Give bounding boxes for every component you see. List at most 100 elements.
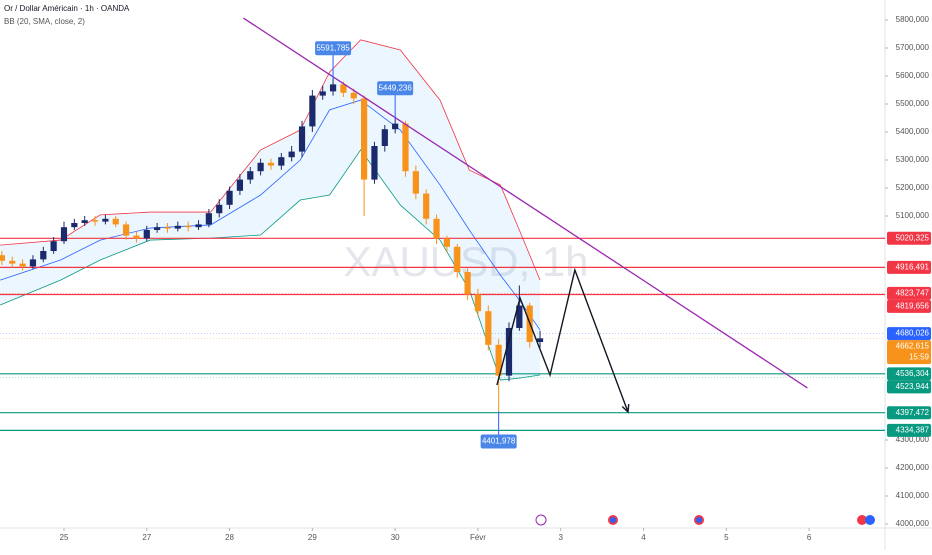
price-tag-label: 4819,656	[896, 301, 930, 310]
candle-body	[174, 225, 181, 229]
x-tick-label: 6	[807, 533, 812, 542]
candle-body	[443, 238, 451, 247]
candle-body	[433, 218, 440, 239]
candle-body	[361, 98, 368, 180]
candle-body	[247, 171, 254, 180]
countdown: 15:59	[909, 353, 930, 362]
x-tick-label: 3	[559, 533, 564, 542]
annotation-box	[377, 81, 414, 96]
annotation-label: 5449,236	[378, 83, 412, 92]
candle-body	[71, 223, 78, 228]
price-tag-label: 4823,747	[896, 288, 930, 297]
candle-body	[423, 193, 430, 219]
candle-body	[505, 328, 513, 376]
drawings: 5591,785 5449,236 4401,978	[243, 17, 808, 449]
candle-body	[257, 162, 264, 172]
x-tick-label: 29	[308, 533, 317, 542]
price-tag-label: 4397,472	[896, 408, 930, 417]
annotation-label: 5591,785	[316, 43, 350, 52]
candle-body	[122, 224, 130, 236]
price-tag	[887, 340, 931, 365]
candle-body	[350, 92, 357, 99]
candle-body	[536, 338, 544, 342]
candle-body	[102, 218, 109, 222]
y-tick-label: 5700,000	[896, 43, 930, 52]
projection-arrowhead	[621, 403, 630, 414]
candle-body	[216, 204, 223, 214]
candle-body	[454, 246, 461, 272]
candle-body	[154, 227, 161, 230]
candle-body	[474, 294, 482, 312]
price-tag	[887, 423, 931, 437]
band-basis	[0, 99, 541, 331]
candle-body	[402, 123, 409, 172]
price-tag-label: 4536,304	[896, 369, 930, 378]
price-tag	[887, 299, 931, 313]
y-tick-label: 4100,000	[896, 491, 930, 500]
x-tick-label: Févr	[470, 533, 486, 542]
y-tick-label: 5100,000	[896, 211, 930, 220]
candle-body	[164, 227, 171, 229]
candle-body	[412, 171, 419, 194]
candle-body	[288, 151, 295, 158]
x-tick-label: 4	[641, 533, 646, 542]
x-tick-label: 28	[225, 533, 234, 542]
candle-body	[371, 146, 378, 180]
x-tick-label: 25	[60, 533, 69, 542]
price-tags: 5020,325 4916,491 4823,747 4819,656 4680,026…	[887, 231, 931, 437]
price-tag-label: 5020,325	[896, 233, 930, 242]
axes: 5800,000 5700,000 5600,000 5500,000 5400,000…	[60, 15, 930, 542]
y-tick-label: 5300,000	[896, 155, 930, 164]
candle-body	[9, 260, 16, 264]
candle-body	[50, 241, 57, 251]
candle-body	[60, 227, 68, 242]
price-tag	[887, 286, 931, 300]
candle-body	[133, 235, 140, 239]
candle-body	[298, 126, 306, 152]
price-tag-label: 4916,491	[896, 262, 930, 271]
candle-body	[340, 84, 347, 93]
candle-body	[91, 220, 99, 222]
y-tick-label: 4200,000	[896, 463, 930, 472]
candle-body	[381, 129, 388, 146]
price-tag-label: 4680,026	[896, 329, 930, 338]
x-tick-label: 27	[142, 533, 151, 542]
event-icons	[535, 514, 875, 526]
candle-body	[195, 224, 202, 228]
candle-body	[516, 305, 523, 328]
price-tag	[887, 327, 931, 341]
y-tick-label: 4000,000	[896, 519, 930, 528]
candle-body	[143, 230, 150, 239]
projection-path	[496, 267, 629, 413]
price-tag	[887, 367, 931, 381]
y-tick-label: 5600,000	[896, 71, 930, 80]
candle-body	[226, 190, 233, 205]
candle-body	[464, 272, 471, 295]
x-tick-label: 30	[391, 533, 400, 542]
candle-body	[485, 311, 492, 345]
candle-body	[29, 259, 37, 267]
candle-body	[329, 84, 337, 92]
y-tick-label: 5500,000	[896, 99, 930, 108]
candle-body	[278, 157, 285, 166]
annotation-label: 4401,978	[482, 437, 516, 446]
annotation-box	[480, 434, 517, 449]
price-tag-label: 4523,944	[896, 382, 930, 391]
y-tick-label: 5800,000	[896, 15, 930, 24]
price-tag-label: 4334,387	[896, 425, 930, 434]
candle-body	[0, 255, 6, 261]
x-tick-label: 5	[724, 533, 729, 542]
candle-body	[267, 162, 275, 166]
indicator-label: BB (20, SMA, close, 2)	[4, 17, 85, 26]
candle-body	[185, 225, 192, 228]
price-tag	[887, 231, 931, 245]
price-tag	[887, 260, 931, 274]
chart-title: Or / Dollar Américain · 1h · OANDA	[4, 4, 130, 13]
y-tick-label: 5400,000	[896, 127, 930, 136]
candle-body	[495, 344, 502, 376]
candle-body	[319, 91, 326, 96]
candle-body	[309, 95, 316, 127]
candle-body	[205, 213, 212, 225]
candle-body	[81, 220, 88, 223]
